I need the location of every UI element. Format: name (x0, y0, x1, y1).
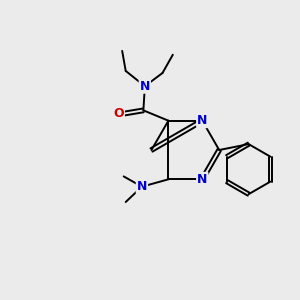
Text: N: N (140, 80, 150, 93)
Text: N: N (137, 180, 147, 193)
Text: O: O (113, 107, 124, 120)
Text: N: N (197, 173, 208, 186)
Text: N: N (197, 114, 208, 127)
